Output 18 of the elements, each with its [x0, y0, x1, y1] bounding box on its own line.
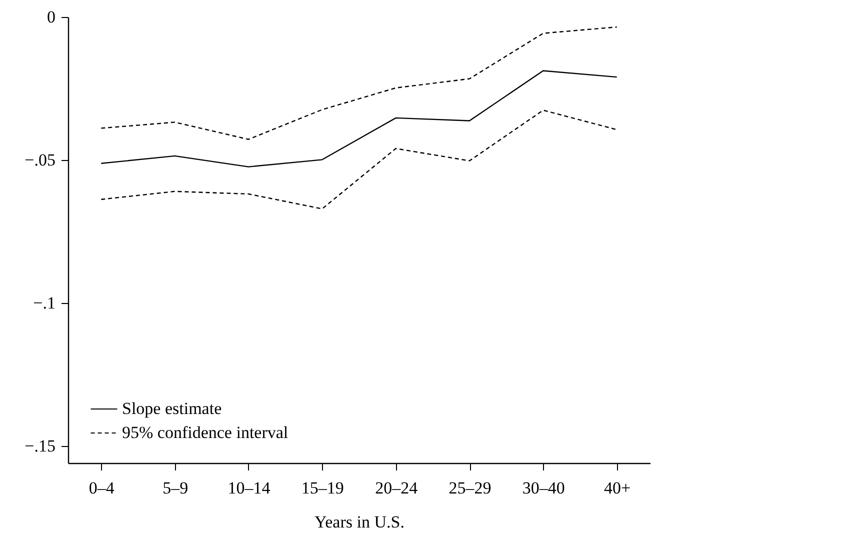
x-tick-label: 5–9 [162, 478, 188, 498]
x-axis-title: Years in U.S. [314, 512, 404, 532]
x-tick-label: 0–4 [88, 478, 115, 498]
x-tick-label: 10–14 [228, 478, 271, 498]
line-series [100, 70, 618, 168]
line-series [100, 26, 618, 140]
y-tick-label: 0 [47, 8, 56, 26]
x-tick-label: 15–19 [301, 478, 344, 498]
y-tick-label: −.05 [24, 150, 56, 170]
x-tick-label: 20–24 [375, 478, 418, 498]
y-tick-label: −.1 [33, 293, 56, 312]
x-tick-label: 25–29 [448, 478, 492, 498]
legend-label: 95% confidence interval [122, 423, 288, 442]
line-series [100, 110, 618, 210]
legend-label: Slope estimate [122, 399, 222, 418]
x-tick-label: 30–40 [522, 478, 565, 498]
x-tick-label: 40+ [604, 478, 631, 498]
y-tick-label: −.15 [24, 436, 56, 456]
